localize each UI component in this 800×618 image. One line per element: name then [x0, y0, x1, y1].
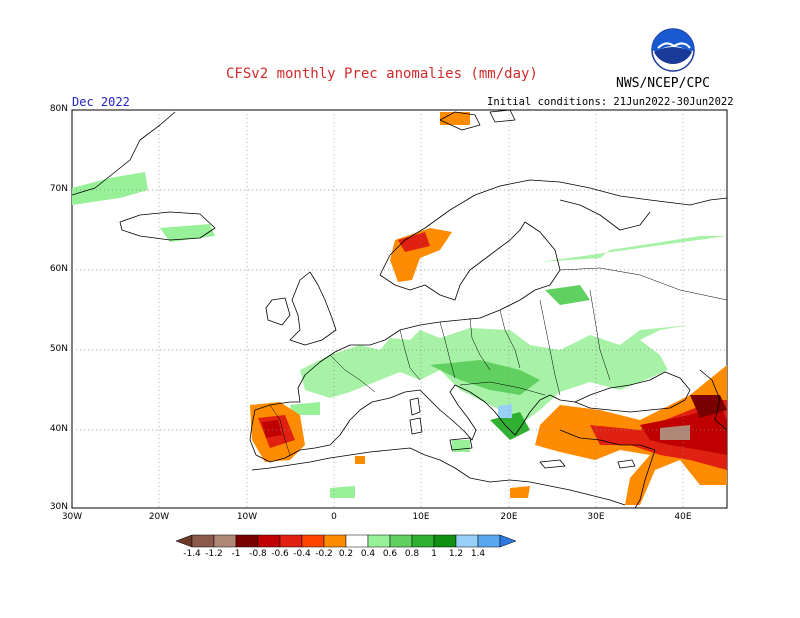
- colorbar-swatch: [345, 534, 369, 548]
- colorbar-label: -1.2: [205, 549, 223, 559]
- country-borders: [269, 267, 728, 456]
- lon-label: 0: [331, 512, 337, 522]
- colorbar-label: 1.4: [470, 549, 486, 559]
- colorbar-label: 0.8: [404, 549, 420, 559]
- colorbar-swatch: [411, 534, 435, 548]
- colorbar-label: -0.2: [315, 549, 333, 559]
- lon-label: 30W: [61, 512, 83, 522]
- colorbar-label: 0.4: [360, 549, 376, 559]
- noaa-logo: [651, 28, 695, 72]
- colorbar-swatch: [389, 534, 413, 548]
- lon-label: 30E: [587, 512, 605, 522]
- colorbar-swatch: [257, 534, 281, 548]
- initial-conditions: Initial conditions: 21Jun2022-30Jun2022: [487, 96, 734, 108]
- colorbar-label: 0.2: [338, 549, 354, 559]
- colorbar-label: -1.4: [183, 549, 201, 559]
- lat-label: 70N: [49, 184, 68, 194]
- colorbar-swatch: [433, 534, 457, 548]
- colorbar-arrow-right: [499, 534, 517, 548]
- map-title: CFSv2 monthly Prec anomalies (mm/day): [226, 66, 538, 82]
- agency-label: NWS/NCEP/CPC: [616, 76, 710, 91]
- colorbar-swatch: [279, 534, 303, 548]
- colorbar-swatches: [175, 534, 517, 548]
- colorbar-label: -0.6: [271, 549, 289, 559]
- colorbar-label: 1: [431, 549, 437, 559]
- lon-label: 20E: [500, 512, 518, 522]
- lon-label: 10W: [236, 512, 258, 522]
- lat-label: 40N: [49, 424, 68, 434]
- lat-label: 80N: [49, 104, 68, 114]
- lat-label: 60N: [49, 264, 68, 274]
- colorbar-arrow-left: [175, 534, 193, 548]
- lon-label: 20W: [148, 512, 170, 522]
- lon-label: 10E: [412, 512, 430, 522]
- colorbar-label: -0.8: [249, 549, 267, 559]
- colorbar-label: -0.4: [293, 549, 311, 559]
- colorbar-label: 1.2: [448, 549, 464, 559]
- colorbar-swatch: [213, 534, 237, 548]
- colorbar-swatch: [301, 534, 325, 548]
- colorbar-label: -1: [231, 549, 241, 559]
- lat-label: 30N: [49, 502, 68, 512]
- forecast-period: Dec 2022: [72, 95, 130, 109]
- colorbar-swatch: [191, 534, 215, 548]
- colorbar-swatch: [455, 534, 479, 548]
- coastlines: [71, 109, 728, 509]
- colorbar-label: 0.6: [382, 549, 398, 559]
- anomaly-shading: [72, 112, 727, 505]
- colorbar-swatch: [235, 534, 259, 548]
- lon-label: 40E: [674, 512, 692, 522]
- lat-label: 50N: [49, 344, 68, 354]
- colorbar-swatch: [323, 534, 347, 548]
- colorbar-swatch: [477, 534, 501, 548]
- colorbar-swatch: [367, 534, 391, 548]
